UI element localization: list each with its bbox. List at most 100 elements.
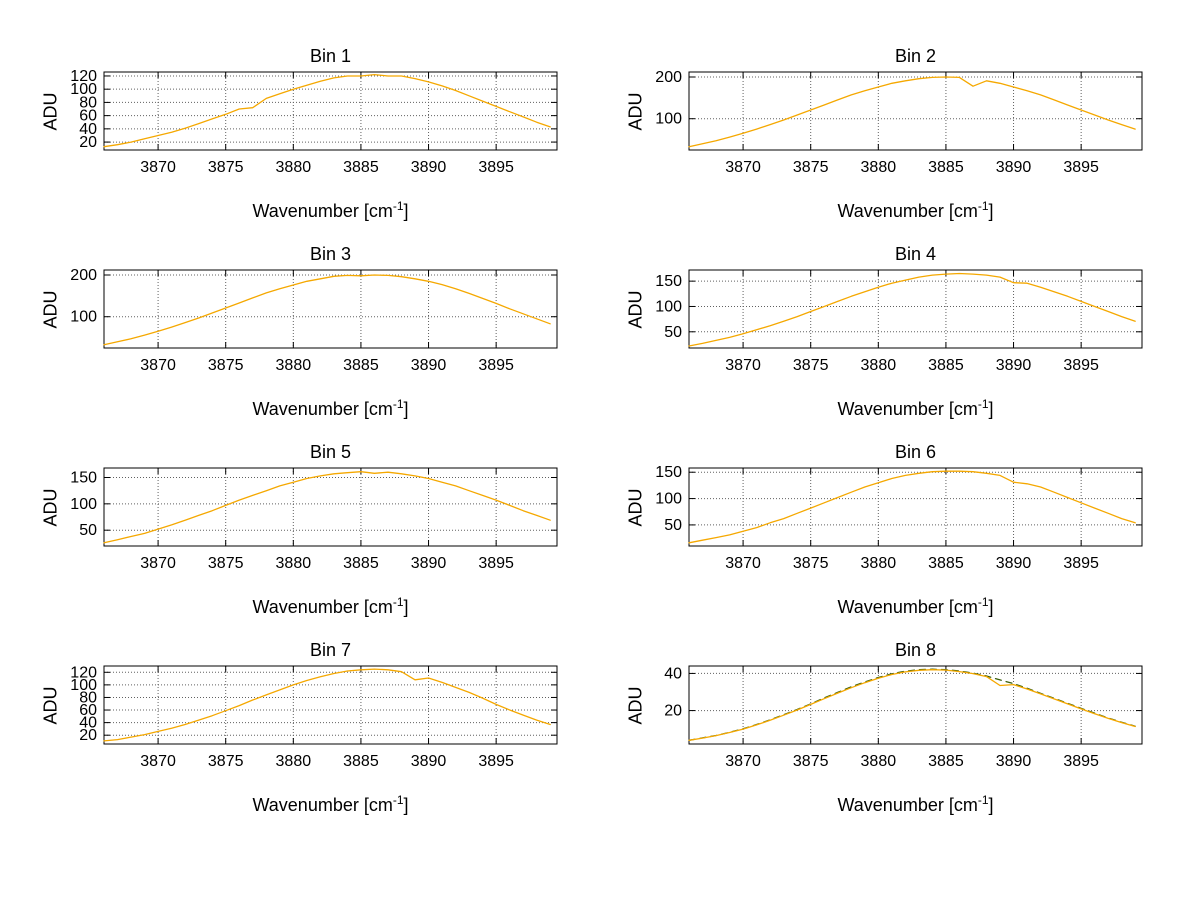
y-tick-label: 100 xyxy=(655,298,682,315)
y-tick-label: 60 xyxy=(79,108,97,125)
x-tick-label: 3895 xyxy=(478,555,514,572)
x-tick-label: 3870 xyxy=(725,555,761,572)
y-tick-label: 100 xyxy=(70,496,97,513)
x-tick-label: 3880 xyxy=(276,753,312,770)
y-tick-label: 50 xyxy=(664,324,682,341)
x-axis-label: Wavenumber [cm-1] xyxy=(689,199,1142,222)
y-tick-label: 100 xyxy=(70,309,97,326)
series-line-spectrum xyxy=(103,274,551,346)
x-tick-label: 3870 xyxy=(725,357,761,374)
chart-title: Bin 1 xyxy=(309,46,352,66)
x-axis-label-text: Wavenumber [cm xyxy=(252,597,393,617)
x-axis-label-superscript: -1 xyxy=(392,793,404,807)
x-axis-label-text: Wavenumber [cm xyxy=(837,399,978,419)
x-tick-label: 3890 xyxy=(411,753,447,770)
y-tick-label: 50 xyxy=(79,522,97,539)
axis-box xyxy=(103,269,558,349)
x-axis-label-end: ] xyxy=(988,795,994,815)
x-tick-label: 3890 xyxy=(996,753,1032,770)
x-axis-label-end: ] xyxy=(403,597,409,617)
x-tick-label: 3885 xyxy=(928,159,964,176)
x-tick-label: 3890 xyxy=(411,357,447,374)
series-line-spectrum xyxy=(103,471,551,544)
subplot-bin-1: Bin 1 ADU 3870 3875 3880 3885 3890 3895 20 40 60… xyxy=(40,44,563,242)
subplot-bin-5: Bin 5 ADU 3870 3875 3880 3885 3890 3895 50 100 1… xyxy=(40,440,563,638)
x-tick-label: 3880 xyxy=(276,555,312,572)
axis-box xyxy=(688,665,1143,745)
y-tick-label: 120 xyxy=(70,68,97,85)
y-tick-label: 60 xyxy=(79,702,97,719)
x-tick-label: 3870 xyxy=(725,753,761,770)
x-tick-label: 3885 xyxy=(343,753,379,770)
x-tick-label: 3880 xyxy=(861,753,897,770)
x-axis-label: Wavenumber [cm-1] xyxy=(104,199,557,222)
y-tick-label: 100 xyxy=(655,491,682,508)
x-tick-label: 3880 xyxy=(861,555,897,572)
series-line-spectrum xyxy=(688,669,1136,741)
x-tick-label: 3870 xyxy=(140,159,176,176)
x-tick-label: 3895 xyxy=(1063,159,1099,176)
plot-canvas: 3870 3875 3880 3885 3890 3895 50 100 150 xyxy=(655,464,1143,572)
x-tick-label: 3885 xyxy=(928,753,964,770)
x-axis-label: Wavenumber [cm-1] xyxy=(104,793,557,816)
x-tick-label: 3870 xyxy=(725,159,761,176)
x-tick-label: 3880 xyxy=(276,159,312,176)
y-tick-label: 100 xyxy=(70,81,97,98)
axis-box xyxy=(688,269,1143,349)
axis-box xyxy=(688,467,1143,547)
axis-box xyxy=(103,665,558,745)
x-tick-label: 3870 xyxy=(140,753,176,770)
x-tick-label: 3875 xyxy=(208,357,244,374)
plot-canvas: 3870 3875 3880 3885 3890 3895 50 100 150 xyxy=(655,269,1143,374)
x-axis-label-text: Wavenumber [cm xyxy=(252,399,393,419)
x-axis-label-text: Wavenumber [cm xyxy=(252,201,393,221)
x-tick-label: 3875 xyxy=(208,159,244,176)
x-axis-label-text: Wavenumber [cm xyxy=(837,201,978,221)
y-tick-label: 100 xyxy=(655,111,682,128)
x-tick-label: 3895 xyxy=(478,159,514,176)
x-axis-label-superscript: -1 xyxy=(977,397,989,411)
y-tick-label: 40 xyxy=(79,715,97,732)
y-tick-label: 150 xyxy=(655,464,682,481)
chart-title: Bin 4 xyxy=(894,244,937,264)
x-tick-label: 3875 xyxy=(793,555,829,572)
x-tick-label: 3890 xyxy=(411,555,447,572)
x-tick-label: 3895 xyxy=(1063,555,1099,572)
x-tick-label: 3895 xyxy=(1063,357,1099,374)
x-tick-label: 3880 xyxy=(861,159,897,176)
y-tick-label: 20 xyxy=(79,134,97,151)
x-tick-label: 3875 xyxy=(793,753,829,770)
x-tick-label: 3875 xyxy=(793,357,829,374)
x-tick-label: 3880 xyxy=(276,357,312,374)
subplot-grid: Bin 1 ADU 3870 3875 3880 3885 3890 3895 20 40 60… xyxy=(40,44,1148,836)
x-axis-label-end: ] xyxy=(403,399,409,419)
axis-box xyxy=(103,467,558,547)
chart-title: Bin 3 xyxy=(309,244,352,264)
x-axis-label: Wavenumber [cm-1] xyxy=(104,397,557,420)
x-axis-label-end: ] xyxy=(988,399,994,419)
subplot-bin-8: Bin 8 ADU 3870 3875 3880 3885 3890 3895 20 40 W… xyxy=(625,638,1148,836)
y-tick-label: 120 xyxy=(70,664,97,681)
series-line-spectrum xyxy=(688,272,1136,347)
x-tick-label: 3880 xyxy=(861,357,897,374)
plot-canvas: 3870 3875 3880 3885 3890 3895 100 200 xyxy=(655,69,1143,176)
x-tick-label: 3885 xyxy=(928,555,964,572)
chart-title: Bin 7 xyxy=(309,640,352,660)
series-line-spectrum xyxy=(103,73,551,148)
x-tick-label: 3890 xyxy=(996,555,1032,572)
plot-canvas: 3870 3875 3880 3885 3890 3895 50 100 150 xyxy=(70,467,558,572)
x-axis-label-superscript: -1 xyxy=(392,199,404,213)
subplot-bin-4: Bin 4 ADU 3870 3875 3880 3885 3890 3895 50 100 1… xyxy=(625,242,1148,440)
subplot-bin-2: Bin 2 ADU 3870 3875 3880 3885 3890 3895 100 200… xyxy=(625,44,1148,242)
y-tick-label: 150 xyxy=(655,273,682,290)
plot-canvas: 3870 3875 3880 3885 3890 3895 20 40 xyxy=(664,665,1143,770)
x-axis-label-superscript: -1 xyxy=(977,793,989,807)
subplot-bin-6: Bin 6 ADU 3870 3875 3880 3885 3890 3895 50 100 1… xyxy=(625,440,1148,638)
x-axis-label-end: ] xyxy=(403,795,409,815)
x-tick-label: 3870 xyxy=(140,555,176,572)
y-tick-label: 20 xyxy=(664,703,682,720)
y-tick-label: 40 xyxy=(664,665,682,682)
